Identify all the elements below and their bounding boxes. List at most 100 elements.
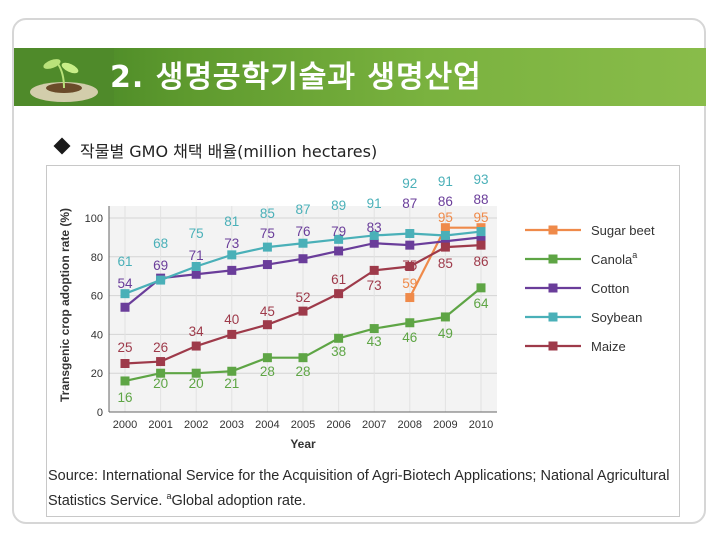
marker-canola-2004 xyxy=(262,353,272,363)
data-label-maize-2002: 34 xyxy=(189,324,205,339)
marker-cotton-2004 xyxy=(262,260,272,270)
x-tick-label-2004: 2004 xyxy=(255,419,279,431)
legend-label-cotton: Cotton xyxy=(591,281,629,296)
marker-maize-2000 xyxy=(120,359,130,368)
marker-cotton-2005 xyxy=(298,254,308,264)
legend-label-sugar-beet: Sugar beet xyxy=(591,223,655,238)
marker-canola-2002 xyxy=(191,368,201,378)
marker-soybean-2010 xyxy=(476,227,486,237)
data-label-canola-2009: 49 xyxy=(438,326,453,341)
marker-canola-2005 xyxy=(298,353,308,363)
data-label-cotton-2010: 88 xyxy=(473,192,488,207)
data-label-maize-2008: 75 xyxy=(402,258,417,273)
data-label-maize-2004: 45 xyxy=(260,304,275,319)
y-tick-label-100: 100 xyxy=(85,213,103,225)
data-label-soybean-2002: 75 xyxy=(189,226,204,241)
data-label-soybean-2003: 81 xyxy=(224,214,239,229)
data-label-sugar-beet-2010: 95 xyxy=(473,210,488,225)
legend-marker-maize xyxy=(548,341,558,351)
marker-maize-2002 xyxy=(191,341,201,351)
source-tail: Global adoption rate. xyxy=(171,492,307,509)
marker-soybean-2008 xyxy=(405,229,415,239)
marker-maize-2001 xyxy=(156,357,166,367)
marker-canola-2000 xyxy=(120,376,130,386)
data-label-sugar-beet-2009: 95 xyxy=(438,210,453,225)
source-sup: a xyxy=(166,491,172,501)
marker-soybean-2005 xyxy=(298,238,308,248)
marker-soybean-2007 xyxy=(369,230,379,240)
marker-soybean-2001 xyxy=(156,275,166,285)
data-label-soybean-2004: 85 xyxy=(260,206,275,221)
marker-soybean-2006 xyxy=(334,234,344,244)
x-axis-title: Year xyxy=(290,437,316,451)
x-tick-label-2005: 2005 xyxy=(291,419,315,431)
data-label-cotton-2000: 54 xyxy=(117,276,133,291)
data-label-cotton-2001: 69 xyxy=(153,258,168,273)
data-label-maize-2006: 61 xyxy=(331,272,346,287)
slide-frame xyxy=(12,18,706,524)
data-label-canola-2006: 38 xyxy=(331,344,346,359)
y-axis-title: Transgenic crop adoption rate (%) xyxy=(58,208,72,402)
marker-maize-2010 xyxy=(476,240,486,250)
marker-canola-2006 xyxy=(334,333,344,343)
data-label-soybean-2009: 91 xyxy=(438,174,453,189)
x-tick-label-2001: 2001 xyxy=(148,419,172,431)
legend-marker-cotton xyxy=(548,283,558,293)
marker-cotton-2006 xyxy=(334,246,344,256)
data-label-soybean-2005: 87 xyxy=(295,202,310,217)
data-label-cotton-2005: 76 xyxy=(295,224,310,239)
marker-cotton-2009 xyxy=(440,236,450,246)
data-label-soybean-2001: 68 xyxy=(153,236,168,251)
data-label-canola-2002: 20 xyxy=(189,376,204,391)
data-label-cotton-2008: 87 xyxy=(402,196,417,211)
marker-soybean-2002 xyxy=(191,262,201,271)
data-label-soybean-2008: 92 xyxy=(402,176,417,191)
marker-maize-2003 xyxy=(227,329,237,339)
y-tick-label-40: 40 xyxy=(91,329,103,341)
legend-sup-canola: a xyxy=(632,250,637,260)
x-tick-label-2008: 2008 xyxy=(398,419,422,431)
legend-marker-canola xyxy=(548,254,558,264)
x-tick-label-2003: 2003 xyxy=(220,419,244,431)
data-label-canola-2008: 46 xyxy=(402,330,417,345)
data-label-soybean-2006: 89 xyxy=(331,198,346,213)
marker-maize-2006 xyxy=(334,289,344,299)
data-label-maize-2001: 26 xyxy=(153,340,168,355)
y-tick-label-80: 80 xyxy=(91,252,103,264)
marker-sugar-beet-2009 xyxy=(440,223,450,233)
marker-soybean-2004 xyxy=(262,242,272,252)
marker-canola-2007 xyxy=(369,324,379,334)
marker-sugar-beet-2008 xyxy=(405,293,415,303)
marker-canola-2009 xyxy=(440,312,450,322)
y-tick-label-20: 20 xyxy=(91,368,103,380)
data-label-canola-2005: 28 xyxy=(295,364,310,379)
x-tick-label-2006: 2006 xyxy=(326,419,350,431)
data-label-sugar-beet-2008: 59 xyxy=(402,276,417,291)
marker-canola-2003 xyxy=(227,366,237,376)
data-label-cotton-2006: 79 xyxy=(331,224,346,239)
data-label-maize-2003: 40 xyxy=(224,312,239,327)
y-tick-label-0: 0 xyxy=(97,407,103,419)
marker-cotton-2003 xyxy=(227,265,237,275)
marker-cotton-2007 xyxy=(369,238,379,248)
marker-cotton-2000 xyxy=(120,302,130,312)
data-label-maize-2009: 85 xyxy=(438,256,453,271)
marker-maize-2009 xyxy=(440,242,450,252)
legend-label-soybean: Soybean xyxy=(591,310,642,325)
data-label-maize-2000: 25 xyxy=(117,340,132,355)
data-label-canola-2000: 16 xyxy=(117,390,132,405)
data-label-cotton-2003: 73 xyxy=(224,236,239,251)
x-tick-label-2002: 2002 xyxy=(184,419,208,431)
adoption-line-chart: 0 20 40 60 80 100 2000 2001 2002 2003 2004 2005 2006… xyxy=(58,172,655,451)
data-label-cotton-2009: 86 xyxy=(438,194,453,209)
source-text: Source: International Service for the Ac… xyxy=(48,468,670,509)
data-label-canola-2007: 43 xyxy=(367,334,382,349)
data-label-soybean-2000: 61 xyxy=(117,254,132,269)
marker-maize-2004 xyxy=(262,320,272,330)
data-label-cotton-2007: 83 xyxy=(367,220,382,235)
marker-canola-2008 xyxy=(405,318,415,328)
marker-maize-2007 xyxy=(369,265,379,275)
slide-title: 2. 생명공학기술과 생명산업 xyxy=(110,60,482,95)
legend-label-maize: Maize xyxy=(591,339,626,354)
x-tick-label-2010: 2010 xyxy=(469,419,493,431)
